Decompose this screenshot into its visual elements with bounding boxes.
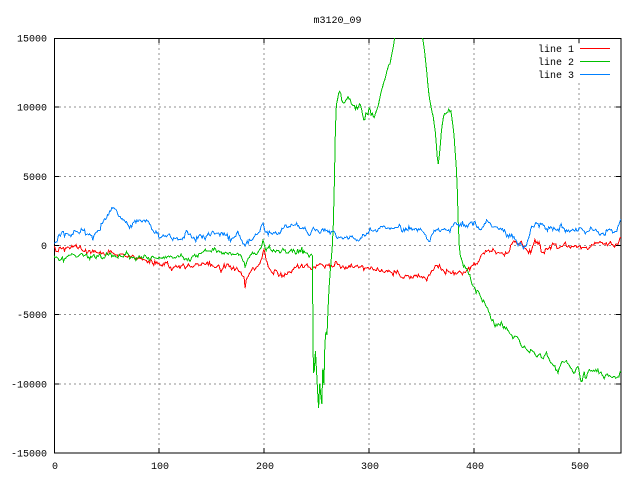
svg-text:0: 0: [52, 462, 58, 473]
svg-text:300: 300: [361, 462, 379, 473]
svg-text:line 3: line 3: [538, 70, 574, 82]
svg-text:200: 200: [256, 462, 274, 473]
svg-text:line 2: line 2: [538, 57, 574, 69]
svg-text:0: 0: [41, 242, 47, 253]
svg-text:400: 400: [466, 462, 484, 473]
svg-text:15000: 15000: [17, 35, 47, 46]
svg-text:500: 500: [571, 462, 589, 473]
svg-text:-5000: -5000: [17, 311, 47, 322]
svg-text:m3120_09: m3120_09: [313, 16, 361, 27]
svg-text:5000: 5000: [23, 173, 47, 184]
svg-text:-10000: -10000: [11, 380, 47, 391]
svg-text:line 1: line 1: [538, 44, 574, 56]
svg-text:-15000: -15000: [11, 450, 47, 461]
svg-text:100: 100: [151, 462, 169, 473]
svg-text:10000: 10000: [17, 104, 47, 115]
